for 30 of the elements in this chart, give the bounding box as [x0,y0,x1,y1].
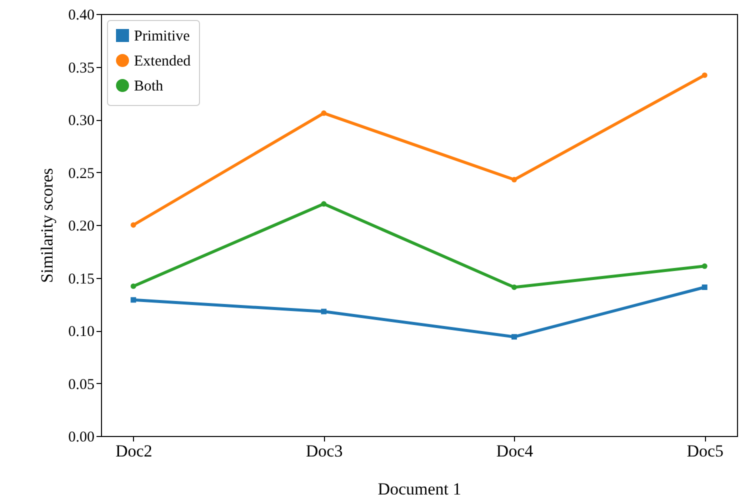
y-tick-label: 0.05 [68,376,94,393]
y-tick-label: 0.40 [68,8,94,24]
x-tick-label: Doc4 [496,442,534,460]
y-tick-label: 0.00 [68,430,94,446]
point [321,110,327,116]
point [511,176,517,182]
x-tick-label: Doc3 [306,442,343,460]
y-tick-label: 0.30 [68,113,94,129]
point [130,283,136,289]
y-axis-title: Similarity scores [37,168,56,283]
x-tick-label: Doc2 [115,442,152,460]
y-tick-label: 0.20 [68,218,94,234]
legend-label: Both [134,78,164,94]
point [511,334,517,340]
point [511,284,517,290]
x-axis-title: Document 1 [378,480,462,498]
y-tick-label: 0.35 [68,60,94,76]
legend-label: Primitive [134,28,190,44]
y-tick-label: 0.25 [68,166,94,182]
point [130,222,136,228]
point [702,284,708,290]
point [321,201,327,207]
x-tick-label: Doc5 [686,442,724,460]
point [130,297,136,303]
point [702,72,708,78]
y-tick-label: 0.15 [68,271,94,288]
y-tick-label: 0.10 [68,324,94,340]
point [702,263,708,269]
legend-label: Extended [134,54,192,70]
point [321,308,327,314]
